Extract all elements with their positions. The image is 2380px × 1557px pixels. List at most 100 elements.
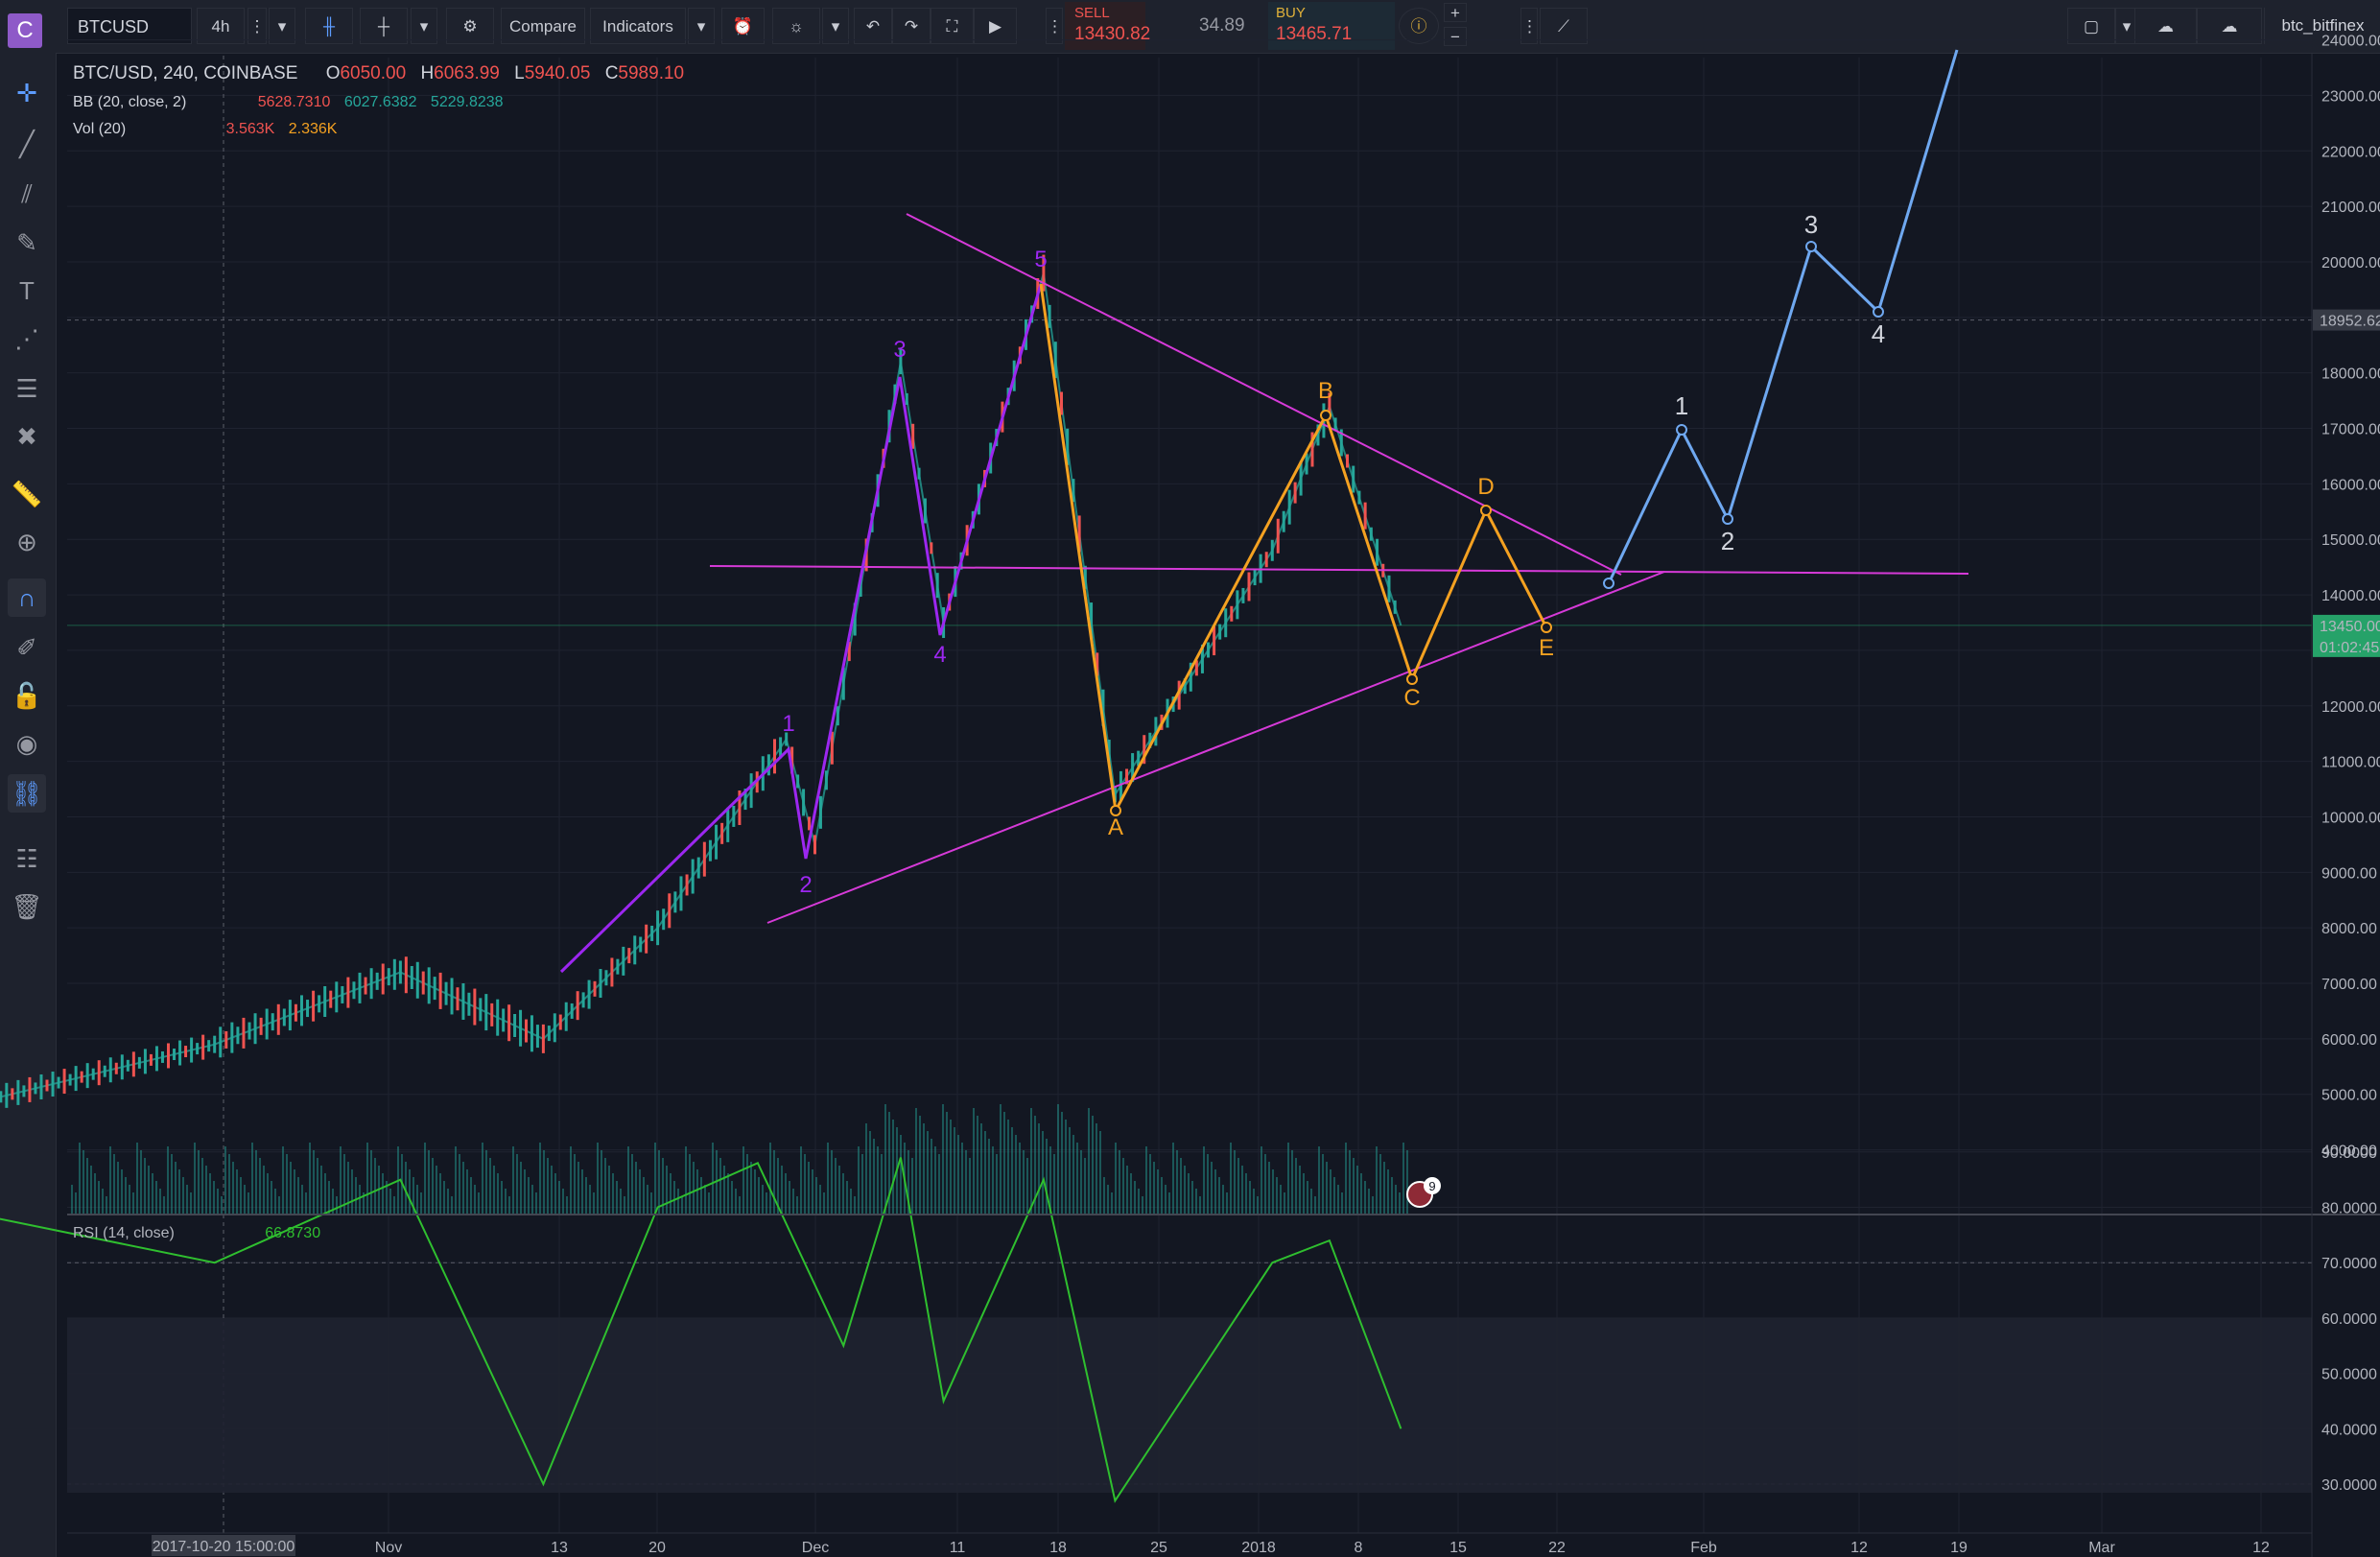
wave-point xyxy=(1676,424,1687,436)
play-replay-icon[interactable]: ▶ xyxy=(974,8,1017,44)
rsi-label[interactable]: RSI (14, close) xyxy=(73,1225,175,1241)
price-tick-label: 4000.00 xyxy=(2321,1144,2377,1160)
countdown-label: 01:02:45 xyxy=(2320,640,2379,656)
price-tick-label: 9000.00 xyxy=(2321,865,2377,882)
trend-line-icon[interactable]: ╱ xyxy=(19,130,35,158)
bb-upper: 6027.6382 xyxy=(343,94,417,110)
price-tick-label: 7000.00 xyxy=(2321,977,2377,993)
impulse-wave-label: 5 xyxy=(1034,247,1047,272)
bb-lower: 5229.8238 xyxy=(430,94,504,110)
trash-icon[interactable]: 🗑 xyxy=(11,892,43,921)
time-tick-label: 19 xyxy=(1950,1540,1968,1556)
main-series-legend: BTC/USD, 240, COINBASE O6050.00 H6063.99… xyxy=(73,63,684,84)
pattern-icon[interactable]: ⋰ xyxy=(14,324,39,353)
sell-button[interactable] xyxy=(1065,2,1145,50)
price-tick-label: 24000.00 xyxy=(2321,34,2380,50)
symbol-search-input[interactable]: BTCUSD xyxy=(67,8,192,44)
trading-panel-icon[interactable]: ⟋ xyxy=(1540,8,1588,44)
pitchfork-icon[interactable]: ⫽ xyxy=(21,179,33,208)
price-tick-label: 22000.00 xyxy=(2321,144,2380,160)
chart-type-menu-icon[interactable]: ▾ xyxy=(411,8,437,44)
impulse-wave-label: 3 xyxy=(893,337,906,363)
price-tick-label: 5000.00 xyxy=(2321,1088,2377,1104)
rsi-tick-label: 70.0000 xyxy=(2321,1256,2377,1272)
price-tick-label: 11000.00 xyxy=(2321,755,2380,771)
gear-icon[interactable]: ⚙ xyxy=(446,8,494,44)
interval-menu-icon[interactable]: ⋮ xyxy=(247,8,267,44)
cloud-load-icon[interactable]: ☁ xyxy=(2134,8,2197,44)
cloud-save-icon[interactable]: ☁ xyxy=(2197,8,2262,44)
chevron-down-icon[interactable]: ▾ xyxy=(269,8,295,44)
price-tick-label: 16000.00 xyxy=(2321,477,2380,493)
buy-price: 13465.71 xyxy=(1276,24,1353,44)
link-icon[interactable]: ⛓ xyxy=(8,774,46,813)
layout-icon[interactable]: ▢ xyxy=(2067,8,2115,44)
series-title[interactable]: BTC/USD, 240, COINBASE xyxy=(73,63,298,83)
price-tick-label: 6000.00 xyxy=(2321,1032,2377,1049)
wave-point xyxy=(1603,578,1614,589)
time-tick-label: 12 xyxy=(1850,1540,1868,1556)
interval-selector[interactable]: 4h xyxy=(197,8,245,44)
bb-label[interactable]: BB (20, close, 2) xyxy=(73,94,187,110)
buy-button[interactable] xyxy=(1268,2,1395,50)
low-value: 5940.05 xyxy=(524,63,591,83)
lock-icon[interactable]: 🔓 xyxy=(11,681,43,710)
impulse-wave xyxy=(559,283,1043,974)
compare-button[interactable]: Compare xyxy=(501,8,585,44)
crosshair-icon[interactable]: ✛ xyxy=(16,79,37,107)
vol-label[interactable]: Vol (20) xyxy=(73,121,127,137)
alarm-clock-icon[interactable]: ⏰ xyxy=(721,8,765,44)
crosshair-time-label: 2017-10-20 15:00:00 xyxy=(153,1539,295,1555)
ideas-menu-icon[interactable]: ▾ xyxy=(822,8,849,44)
magnet-icon[interactable]: ∩ xyxy=(8,578,46,617)
candles-chart-type-icon[interactable]: ╫ xyxy=(305,8,353,44)
app-logo[interactable]: C xyxy=(8,13,42,48)
username[interactable]: btc_bitfinex xyxy=(2264,8,2380,44)
last-price-badge xyxy=(2313,614,2380,657)
drag-handle-icon[interactable]: ⋮ xyxy=(1046,8,1063,44)
impulse-wave-label: 2 xyxy=(799,872,812,898)
stay-drawing-icon[interactable]: ✐ xyxy=(16,633,37,662)
correction-wave-label: A xyxy=(1108,814,1123,840)
high-value: 6063.99 xyxy=(434,63,500,83)
brush-icon[interactable]: ✎ xyxy=(16,228,37,257)
close-value: 5989.10 xyxy=(618,63,685,83)
fullscreen-icon[interactable]: ⛶ xyxy=(931,8,974,44)
indicators-button[interactable]: Indicators xyxy=(590,8,686,44)
time-tick-label: 20 xyxy=(648,1540,666,1556)
wave-point xyxy=(1406,673,1418,685)
time-tick-label: 8 xyxy=(1355,1540,1363,1556)
text-icon[interactable]: T xyxy=(19,276,35,305)
ruler-icon[interactable]: 📏 xyxy=(11,480,43,508)
layers-icon[interactable]: ☷ xyxy=(15,844,38,873)
prediction-icon[interactable]: ☰ xyxy=(15,374,38,403)
last-price-label: 13450.00 xyxy=(2320,619,2380,635)
rsi-tick-label: 40.0000 xyxy=(2321,1422,2377,1438)
drag-handle-icon[interactable]: ⋮ xyxy=(1520,8,1538,44)
undo-icon[interactable]: ↶ xyxy=(854,8,892,44)
projection-wave-label: 1 xyxy=(1675,391,1688,420)
price-tick-label: 10000.00 xyxy=(2321,810,2380,826)
info-icon[interactable]: ⓘ xyxy=(1399,8,1439,44)
indicators-menu-icon[interactable]: ▾ xyxy=(688,8,715,44)
triangle-lower-trendline xyxy=(766,571,1665,924)
redo-icon[interactable]: ↷ xyxy=(892,8,931,44)
projection-wave-label: 4 xyxy=(1872,319,1885,348)
axes: 24000.0023000.0022000.0021000.0020000.00… xyxy=(67,34,2380,1557)
lightbulb-icon[interactable]: ☼ xyxy=(772,8,820,44)
close-icon[interactable]: ✖ xyxy=(16,422,37,451)
time-tick-label: 12 xyxy=(2252,1540,2270,1556)
time-tick-label: 13 xyxy=(551,1540,568,1556)
rsi-series xyxy=(0,1157,1402,1503)
plus-icon[interactable]: + xyxy=(1444,3,1467,22)
time-tick-label: 22 xyxy=(1548,1540,1566,1556)
crosshair-price-label: 18952.62 xyxy=(2320,314,2380,330)
drawings-layer[interactable]: 1 2 3 4 5 A B C D E 1 2 3 4 9 xyxy=(559,49,1969,1208)
eye-icon[interactable]: ◉ xyxy=(15,729,38,758)
vol-ma-value: 2.336K xyxy=(288,121,338,137)
minus-icon[interactable]: − xyxy=(1444,27,1467,46)
bars-chart-type-icon[interactable]: ┼ xyxy=(360,8,408,44)
zoom-icon[interactable]: ⊕ xyxy=(16,528,37,556)
buy-label: BUY xyxy=(1276,5,1306,21)
